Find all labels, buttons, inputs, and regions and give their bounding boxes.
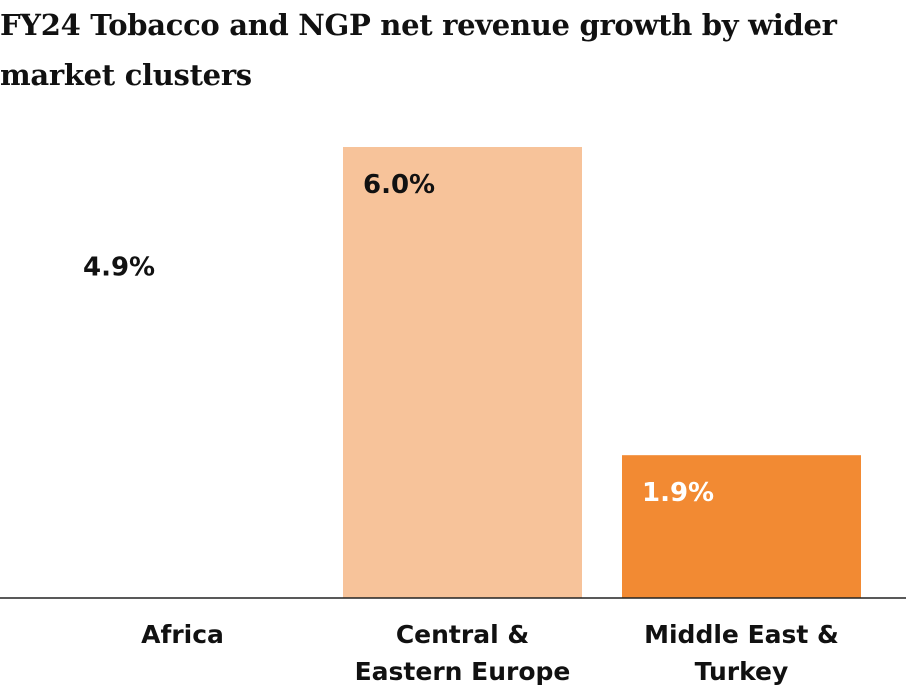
category-label-line: Middle East & bbox=[644, 620, 839, 649]
bar-0 bbox=[63, 229, 302, 598]
bar-1 bbox=[343, 147, 582, 598]
chart-title: FY24 Tobacco and NGP net revenue growth … bbox=[0, 8, 837, 92]
value-label-2: 1.9% bbox=[642, 478, 714, 508]
bars-group bbox=[63, 147, 861, 598]
category-label-line: Central & bbox=[396, 620, 529, 649]
category-label-0: Africa bbox=[141, 620, 224, 649]
category-label-line: Eastern Europe bbox=[355, 657, 571, 686]
category-label-line: Africa bbox=[141, 620, 224, 649]
bar-2 bbox=[622, 455, 861, 598]
value-label-0: 4.9% bbox=[83, 253, 155, 283]
category-label-line: Turkey bbox=[695, 657, 789, 686]
category-label-1: Central & Eastern Europe bbox=[355, 620, 571, 686]
category-label-2: Middle East & Turkey bbox=[644, 620, 839, 686]
value-labels-group: 4.9% 6.0% 1.9% bbox=[83, 170, 714, 508]
category-labels-group: Africa Central & Eastern Europe Middle East… bbox=[141, 620, 839, 686]
value-label-1: 6.0% bbox=[363, 170, 435, 200]
